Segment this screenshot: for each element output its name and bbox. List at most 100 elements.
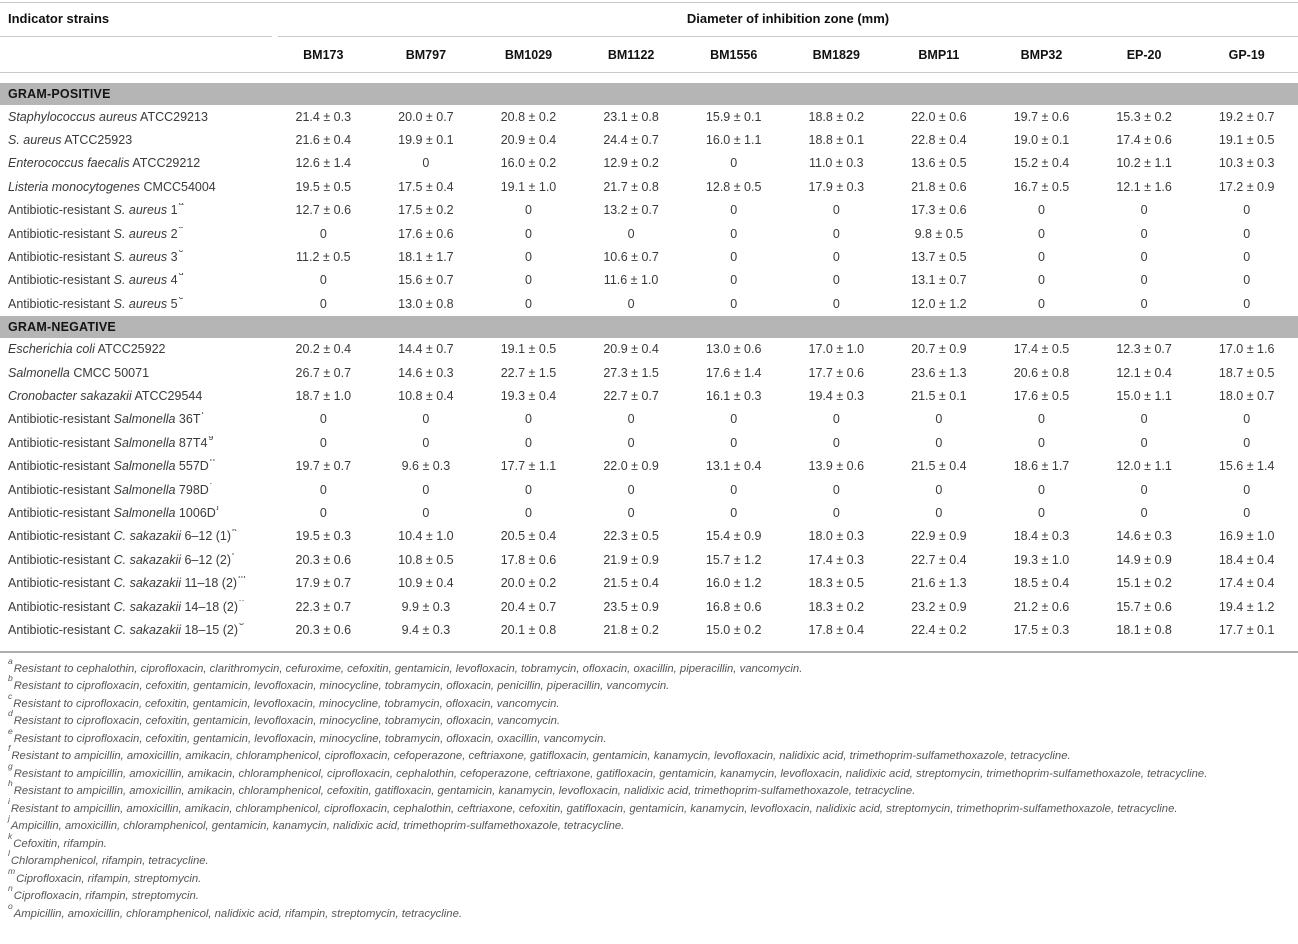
cell-value: 22.0 ± 0.9	[603, 459, 659, 474]
cell-value: 20.1 ± 0.8	[500, 622, 557, 637]
footnote-f: fResistant to ampicillin, amoxicillin, a…	[8, 743, 1071, 763]
cell-value: 23.6 ± 1.3	[911, 365, 967, 380]
cell-value: 13.6 ± 0.5	[911, 156, 967, 171]
cell-value: 17.0 ± 1.6	[1218, 342, 1275, 357]
row-label: Antibiotic-resistant C. sakazakii 18–15 …	[8, 622, 244, 637]
diameter-group-header: Diameter of inhibition zone (mm)	[278, 3, 1298, 37]
cell-value: 18.1 ± 0.8	[1116, 622, 1172, 637]
cell-value: 13.2 ± 0.7	[603, 203, 659, 218]
cell-value: 10.9 ± 0.4	[398, 576, 454, 591]
cell-value: 18.3 ± 0.2	[808, 599, 865, 614]
cell-value: 17.4 ± 0.6	[1116, 133, 1172, 148]
footnote-n: nCiprofloxacin, rifampin, streptomycin.	[8, 883, 199, 903]
cell-value: 11.0 ± 0.3	[808, 156, 864, 171]
cell-value: 20.4 ± 0.7	[500, 599, 557, 614]
cell-value: 19.5 ± 0.3	[295, 529, 352, 544]
cell-value: 10.8 ± 0.5	[398, 552, 454, 567]
column-header-bmp11: BMP11	[918, 48, 960, 62]
column-header-bm1556: BM1556	[710, 48, 758, 62]
cell-value: 18.0 ± 0.3	[808, 529, 865, 544]
cell-value: 21.2 ± 0.6	[1013, 599, 1070, 614]
cell-value: 0	[525, 226, 532, 241]
cell-value: 15.2 ± 0.4	[1013, 156, 1070, 171]
cell-value: 10.2 ± 1.1	[1116, 156, 1172, 171]
cell-value: 17.5 ± 0.4	[398, 179, 454, 194]
cell-value: 0	[832, 435, 840, 450]
table-row: Antibiotic-resistant Salmonella 798Di 0 0 0…	[0, 478, 1298, 501]
cell-value: 0	[730, 273, 738, 288]
cell-value: 0	[319, 505, 327, 520]
cell-value: 18.1 ± 1.7	[398, 250, 454, 265]
row-label: Antibiotic-resistant Salmonella 798Di	[8, 482, 212, 497]
cell-value: 17.7 ± 0.6	[808, 365, 865, 380]
cell-value: 13.0 ± 0.6	[705, 342, 762, 357]
table-row: Antibiotic-resistant C. sakazakii 14–18 …	[0, 595, 1298, 618]
cell-value: 22.3 ± 0.7	[295, 599, 352, 614]
cell-value: 0	[1140, 250, 1148, 265]
cell-value: 0	[1140, 203, 1148, 218]
cell-value: 0	[1140, 482, 1148, 497]
cell-value: 22.7 ± 1.5	[500, 365, 557, 380]
cell-value: 27.3 ± 1.5	[603, 365, 659, 380]
cell-value: 17.9 ± 0.3	[808, 179, 865, 194]
footnote-o: oAmpicillin, amoxicillin, chloramphenico…	[8, 900, 463, 920]
table-row: Antibiotic-resistant S. aureus 5e 0 13.0 ±…	[0, 292, 1298, 315]
column-header-bm1122: BM1122	[607, 48, 655, 62]
table-row: Enterococcus faecalis ATCC29212 12.6 ± 1.…	[0, 152, 1298, 175]
cell-value: 0	[319, 296, 327, 311]
cell-value: 13.1 ± 0.4	[705, 459, 762, 474]
footnote-a: aResistant to cephalothin, ciprofloxacin…	[8, 655, 803, 675]
cell-value: 0	[525, 435, 532, 450]
cell-value: 0	[832, 203, 840, 218]
cell-value: 0	[1243, 250, 1251, 265]
cell-value: 18.6 ± 1.7	[1013, 459, 1070, 474]
cell-value: 0	[1038, 505, 1045, 520]
cell-value: 0	[422, 156, 430, 171]
row-label: Antibiotic-resistant S. aureus 3c	[8, 250, 183, 265]
cell-value: 14.4 ± 0.7	[398, 342, 454, 357]
cell-value: 10.8 ± 0.4	[398, 388, 454, 403]
table-row: Antibiotic-resistant Salmonella 87T4g 0 0 0…	[0, 431, 1298, 454]
cell-value: 0	[730, 250, 738, 265]
table-row: Listeria monocytogenes CMCC54004 19.5 ± 0…	[0, 175, 1298, 198]
cell-value: 16.1 ± 0.3	[705, 388, 762, 403]
table-row: Antibiotic-resistant S. aureus 4d 0 15.6 ±…	[0, 269, 1298, 292]
cell-value: 17.3 ± 0.6	[911, 203, 967, 218]
cell-value: 15.7 ± 1.2	[705, 552, 762, 567]
cell-value: 22.7 ± 0.4	[911, 552, 967, 567]
column-header-spacer	[0, 48, 272, 62]
column-header-gp-19: GP-19	[1228, 48, 1265, 62]
cell-value: 14.6 ± 0.3	[398, 365, 454, 380]
table-row: Antibiotic-resistant C. sakazakii 6–12 (…	[0, 548, 1298, 571]
row-label: Staphylococcus aureus ATCC29213	[8, 109, 208, 124]
cell-value: 12.3 ± 0.7	[1116, 342, 1172, 357]
cell-value: 0	[525, 296, 532, 311]
cell-value: 14.6 ± 0.3	[1116, 529, 1172, 544]
cell-value: 15.0 ± 0.2	[705, 622, 762, 637]
cell-value: 20.0 ± 0.2	[500, 576, 557, 591]
cell-value: 0	[627, 296, 635, 311]
cell-value: 20.8 ± 0.2	[500, 109, 557, 124]
cell-value: 19.0 ± 0.1	[1013, 133, 1070, 148]
cell-value: 18.0 ± 0.7	[1218, 388, 1275, 403]
cell-value: 20.9 ± 0.4	[500, 133, 557, 148]
cell-value: 15.3 ± 0.2	[1116, 109, 1172, 124]
table-row: Antibiotic-resistant C. sakazakii 18–15 …	[0, 618, 1298, 641]
cell-value: 0	[1243, 435, 1251, 450]
cell-value: 0	[1038, 250, 1045, 265]
cell-value: 0	[525, 505, 532, 520]
row-label: Antibiotic-resistant Salmonella 87T4g	[8, 435, 213, 450]
cell-value: 0	[1140, 273, 1148, 288]
row-label: Escherichia coli ATCC25922	[8, 342, 166, 357]
cell-value: 0	[730, 296, 738, 311]
cell-value: 15.1 ± 0.2	[1116, 576, 1172, 591]
cell-value: 18.5 ± 0.4	[1013, 576, 1070, 591]
cell-value: 16.7 ± 0.5	[1013, 179, 1070, 194]
cell-value: 0	[1243, 203, 1251, 218]
cell-value: 0	[730, 482, 738, 497]
cell-value: 18.8 ± 0.2	[808, 109, 865, 124]
cell-value: 14.9 ± 0.9	[1116, 552, 1172, 567]
row-label: S. aureus ATCC25923	[8, 133, 133, 148]
cell-value: 12.0 ± 1.2	[911, 296, 967, 311]
table-row: Staphylococcus aureus ATCC29213 21.4 ± 0.…	[0, 105, 1298, 128]
